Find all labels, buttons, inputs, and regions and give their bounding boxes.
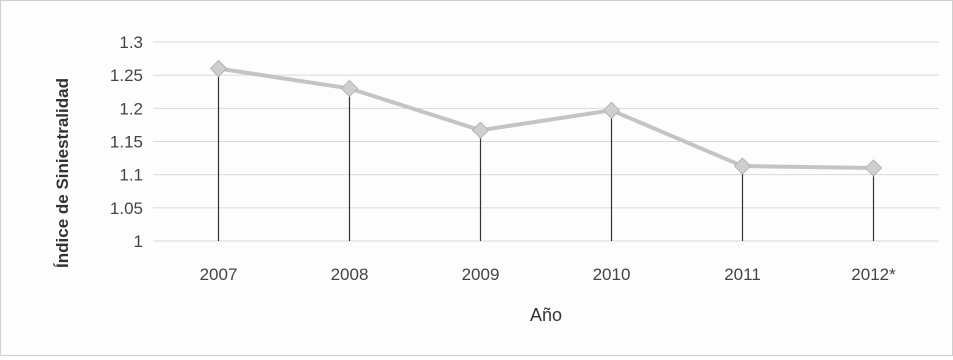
data-point-marker <box>340 79 359 98</box>
gridlines <box>153 41 939 242</box>
y-tick-label: 1.3 <box>119 33 143 52</box>
data-point-marker <box>209 59 228 78</box>
x-axis-title: Año <box>530 305 562 325</box>
x-axis-ticks: 2007 2008 2009 2010 2011 2012* <box>200 265 897 284</box>
y-tick-label: 1.1 <box>119 166 143 185</box>
x-tick-label: 2009 <box>462 265 500 284</box>
x-tick-label: 2010 <box>593 265 631 284</box>
data-point-marker <box>733 157 752 175</box>
data-point-marker <box>471 121 490 139</box>
y-axis-ticks: 1 1.05 1.1 1.15 1.2 1.25 1.3 <box>110 33 143 251</box>
series-line <box>218 66 874 171</box>
y-tick-label: 1.15 <box>110 133 143 152</box>
data-point-marker <box>864 159 883 177</box>
x-tick-label: 2011 <box>724 265 761 284</box>
y-tick-label: 1 <box>134 232 143 251</box>
y-tick-label: 1.25 <box>110 66 143 85</box>
drop-lines <box>217 68 875 241</box>
series-markers <box>209 59 883 177</box>
y-tick-label: 1.05 <box>110 199 143 218</box>
series-line-path <box>218 66 874 171</box>
x-tick-label: 2008 <box>331 265 369 284</box>
x-tick-label: 2012* <box>851 265 896 284</box>
x-tick-label: 2007 <box>200 265 238 284</box>
y-tick-label: 1.2 <box>119 99 143 118</box>
data-point-marker <box>602 101 621 120</box>
y-axis-title: Índice de Siniestralidad <box>53 78 72 268</box>
